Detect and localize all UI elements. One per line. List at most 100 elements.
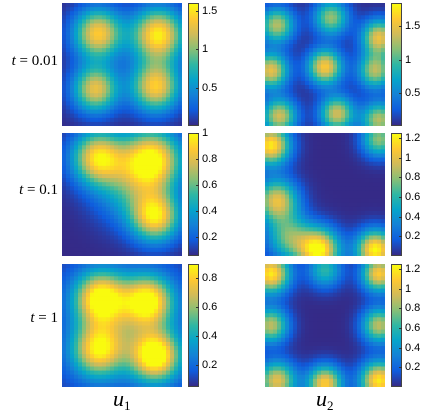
heatmap-cell [297, 309, 302, 314]
heatmap-cell [126, 239, 131, 245]
heatmap-cell [122, 133, 127, 138]
heatmap-cell [82, 215, 87, 220]
heatmap-cell [381, 186, 385, 191]
heatmap-cell [305, 182, 310, 187]
heatmap-cell [150, 178, 155, 183]
heatmap-cell [122, 15, 127, 20]
heatmap-cell [154, 206, 159, 212]
heatmap-cell [349, 276, 354, 281]
heatmap-cell [381, 206, 385, 212]
heatmap-cell [98, 317, 103, 322]
heatmap-cell [325, 268, 330, 273]
heatmap-cell [142, 7, 147, 12]
heatmap-cell [289, 68, 294, 74]
heatmap-cell [70, 354, 75, 359]
heatmap-cell [102, 39, 107, 45]
heatmap-cell [361, 113, 366, 119]
heatmap-cell [285, 113, 290, 119]
heatmap-cell [126, 68, 131, 74]
heatmap-cell [150, 198, 155, 204]
heatmap-cell [265, 31, 270, 37]
heatmap-cell [130, 27, 135, 33]
heatmap-cell [66, 15, 71, 20]
heatmap-cell [110, 305, 115, 310]
heatmap-cell [325, 305, 330, 310]
heatmap-cell [102, 231, 107, 237]
heatmap-cell [305, 309, 310, 314]
heatmap-cell [130, 178, 135, 183]
heatmap-cell [78, 64, 83, 70]
heatmap-cell [78, 27, 83, 33]
heatmap-cell [365, 23, 370, 29]
heatmap-cell [110, 153, 115, 159]
heatmap-cell [146, 300, 151, 306]
heatmap-cell [158, 35, 163, 41]
heatmap-cell [142, 76, 147, 82]
heatmap-cell [110, 210, 115, 216]
heatmap-cell [62, 157, 67, 163]
heatmap-cell [154, 358, 159, 363]
heatmap-cell [365, 198, 370, 204]
heatmap-cell [98, 210, 103, 216]
heatmap-cell [110, 72, 115, 78]
heatmap-cell [106, 56, 111, 61]
heatmap-cell [361, 300, 366, 306]
heatmap-cell [138, 292, 143, 298]
heatmap-cell [134, 97, 139, 102]
heatmap-cell [90, 305, 95, 310]
heatmap-cell [154, 27, 159, 33]
heatmap-cell [333, 202, 338, 208]
heatmap-cell [62, 105, 67, 111]
heatmap-cell [297, 23, 302, 29]
heatmap-cell [373, 206, 378, 212]
heatmap-cell [353, 72, 358, 78]
heatmap-cell [150, 300, 155, 306]
heatmap-cell [293, 44, 298, 49]
heatmap-cell [98, 268, 103, 273]
heatmap-cell [86, 358, 91, 363]
heatmap-cell [317, 52, 322, 57]
heatmap-cell [86, 157, 91, 163]
heatmap-cell [317, 284, 322, 290]
heatmap-cell [114, 97, 119, 102]
heatmap-cell [86, 268, 91, 273]
heatmap-cell [90, 48, 95, 53]
heatmap-cell [170, 64, 175, 70]
heatmap-cell [154, 165, 159, 171]
row-label-1-value: = 0.1 [27, 182, 58, 198]
heatmap-cell [337, 72, 342, 78]
heatmap-cell [297, 161, 302, 167]
heatmap-cell [377, 231, 382, 237]
heatmap-cell [373, 149, 378, 155]
heatmap-cell [118, 105, 123, 111]
heatmap-cell [305, 264, 310, 269]
heatmap-cell [158, 48, 163, 53]
heatmap-cell [90, 97, 95, 102]
heatmap-cell [158, 215, 163, 220]
heatmap-cell [82, 280, 87, 286]
heatmap-cell [146, 121, 151, 126]
heatmap-cell [357, 231, 362, 237]
heatmap-cell [369, 202, 374, 208]
heatmap-cell [305, 72, 310, 78]
heatmap-cell [341, 231, 346, 237]
heatmap-cell [90, 3, 95, 8]
heatmap-cell [309, 194, 314, 200]
heatmap-cell [170, 206, 175, 212]
heatmap-cell [150, 305, 155, 310]
heatmap-cell [154, 101, 159, 107]
heatmap-cell [118, 72, 123, 78]
heatmap-cell [313, 109, 318, 115]
heatmap-cell [174, 321, 179, 327]
heatmap-cell [98, 382, 103, 387]
heatmap-cell [162, 227, 167, 232]
heatmap-cell [178, 72, 182, 78]
heatmap-cell [106, 264, 111, 269]
heatmap-cell [70, 268, 75, 273]
heatmap-cell [74, 366, 79, 372]
heatmap-cell [142, 264, 147, 269]
heatmap-cell [162, 317, 167, 322]
heatmap-cell [174, 52, 179, 57]
heatmap-cell [122, 52, 127, 57]
heatmap-cell [289, 60, 294, 66]
